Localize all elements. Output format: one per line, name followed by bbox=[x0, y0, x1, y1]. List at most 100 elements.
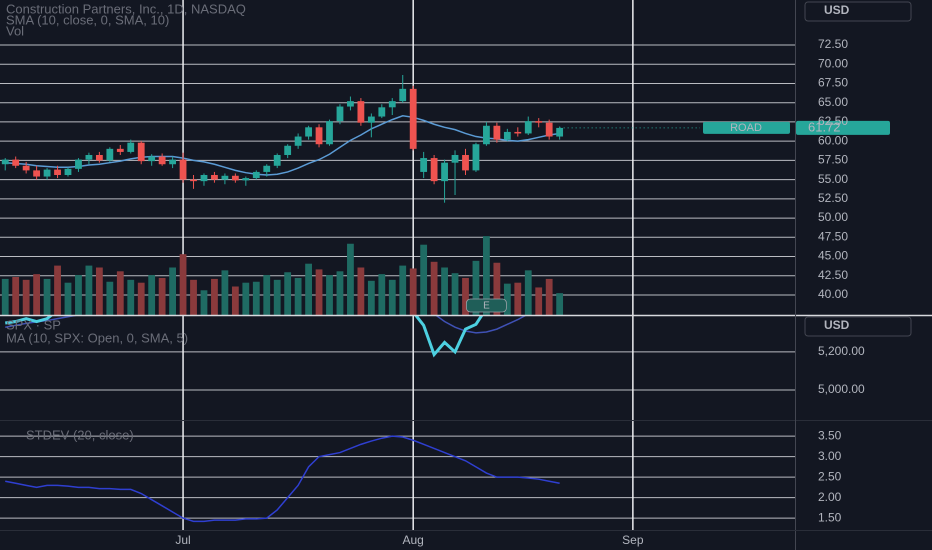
candle-body bbox=[305, 127, 312, 137]
candle-body bbox=[263, 165, 271, 172]
volume-bar bbox=[231, 286, 239, 315]
volume-bar bbox=[399, 265, 407, 315]
candle-body bbox=[545, 122, 553, 137]
volume-bar bbox=[326, 275, 333, 315]
volume-bar bbox=[211, 278, 218, 315]
volume-bar bbox=[116, 271, 124, 315]
candle-body bbox=[242, 178, 250, 181]
volume-bar bbox=[137, 282, 145, 315]
currency-button[interactable] bbox=[804, 316, 912, 337]
candle-body bbox=[315, 127, 323, 145]
candle-body bbox=[12, 159, 20, 166]
y-tick-label: 62.50 bbox=[818, 114, 848, 128]
y-tick-label: 5,000.00 bbox=[818, 382, 865, 396]
candle-body bbox=[336, 106, 344, 122]
price-tag bbox=[796, 120, 890, 135]
candle-body bbox=[503, 131, 511, 140]
candle-body bbox=[200, 175, 208, 182]
volume-bar bbox=[420, 244, 428, 315]
price-tag-label: 61.72 bbox=[808, 119, 841, 134]
y-tick-label: 3.50 bbox=[818, 428, 842, 442]
y-tick-label: 72.50 bbox=[818, 37, 848, 51]
x-tick-label: Jul bbox=[175, 533, 190, 547]
candle-body bbox=[127, 142, 135, 152]
volume-bar bbox=[409, 268, 417, 315]
overlay: ROAD 61.72 bbox=[559, 119, 890, 135]
volume-bar bbox=[430, 261, 438, 315]
volume-bar bbox=[85, 265, 93, 315]
candle-body bbox=[556, 127, 564, 137]
candle-body bbox=[106, 148, 114, 161]
y-tick-label: 57.50 bbox=[818, 153, 848, 167]
volume-bar bbox=[483, 236, 490, 315]
volume-bar bbox=[472, 260, 480, 315]
candle-body bbox=[514, 131, 522, 134]
y-tick-label: 70.00 bbox=[818, 56, 848, 70]
candle-body bbox=[294, 136, 302, 146]
candle-body bbox=[472, 144, 480, 171]
volume-bar bbox=[347, 243, 354, 315]
volume-bar bbox=[179, 254, 187, 315]
candle-body bbox=[85, 155, 93, 160]
candle-body bbox=[493, 125, 501, 140]
volume-bar bbox=[22, 279, 30, 315]
candle-body bbox=[347, 101, 354, 107]
volume-label: Vol bbox=[6, 23, 24, 38]
volume-bar bbox=[388, 279, 396, 315]
volume-bar bbox=[1, 278, 9, 315]
earnings-label: E bbox=[483, 301, 490, 312]
candle-body bbox=[22, 165, 30, 171]
symbol-tag bbox=[703, 121, 790, 134]
candle-body bbox=[211, 175, 218, 180]
volume-bar bbox=[357, 267, 365, 315]
candle-body bbox=[221, 175, 229, 180]
candle-body bbox=[116, 148, 124, 152]
stdev-pane bbox=[0, 421, 795, 530]
volume-bar bbox=[75, 275, 82, 315]
volume-bar bbox=[514, 282, 522, 315]
volume-bar bbox=[263, 275, 271, 315]
symbol-tag-label: ROAD bbox=[730, 122, 762, 134]
candle-body bbox=[326, 121, 333, 145]
currency-button[interactable] bbox=[804, 1, 912, 22]
y-tick-label: 52.50 bbox=[818, 191, 848, 205]
candle-body bbox=[378, 107, 386, 117]
candle-body bbox=[284, 145, 292, 155]
candle-body bbox=[409, 88, 417, 149]
candle-body bbox=[148, 156, 156, 162]
volume-bar bbox=[493, 262, 501, 315]
volume-bar bbox=[252, 281, 260, 315]
volume-bar bbox=[336, 271, 344, 315]
spx-pane bbox=[0, 316, 795, 420]
y-tick-label: 40.00 bbox=[818, 287, 848, 301]
y-tick-label: 65.00 bbox=[818, 95, 848, 109]
series-line bbox=[5, 316, 484, 358]
volume-bar bbox=[127, 279, 135, 315]
candle-body bbox=[1, 159, 9, 165]
volume-bar bbox=[441, 267, 448, 315]
candle-body bbox=[483, 125, 490, 145]
volume-bar bbox=[545, 278, 553, 315]
candle-body bbox=[252, 171, 260, 179]
volume-bar bbox=[535, 287, 543, 315]
candle-body bbox=[357, 101, 365, 123]
x-tick-label: Aug bbox=[403, 533, 424, 547]
volume-bar bbox=[221, 270, 229, 315]
candle-body bbox=[54, 169, 61, 175]
candle-body bbox=[535, 121, 543, 123]
volume-bar bbox=[33, 274, 41, 315]
currency-label[interactable]: USD bbox=[824, 3, 850, 17]
candle-body bbox=[430, 158, 438, 182]
volume-bar bbox=[524, 270, 532, 315]
earnings-badge bbox=[466, 298, 507, 313]
candle-body bbox=[95, 155, 103, 161]
series-line bbox=[5, 435, 560, 523]
candle-body bbox=[169, 159, 176, 165]
volume-bar bbox=[54, 265, 61, 315]
y-tick-label: 2.00 bbox=[818, 490, 842, 504]
candle-body bbox=[441, 162, 448, 182]
volume-bar bbox=[294, 277, 302, 315]
y-tick-label: 55.00 bbox=[818, 172, 848, 186]
currency-label[interactable]: USD bbox=[824, 318, 850, 332]
